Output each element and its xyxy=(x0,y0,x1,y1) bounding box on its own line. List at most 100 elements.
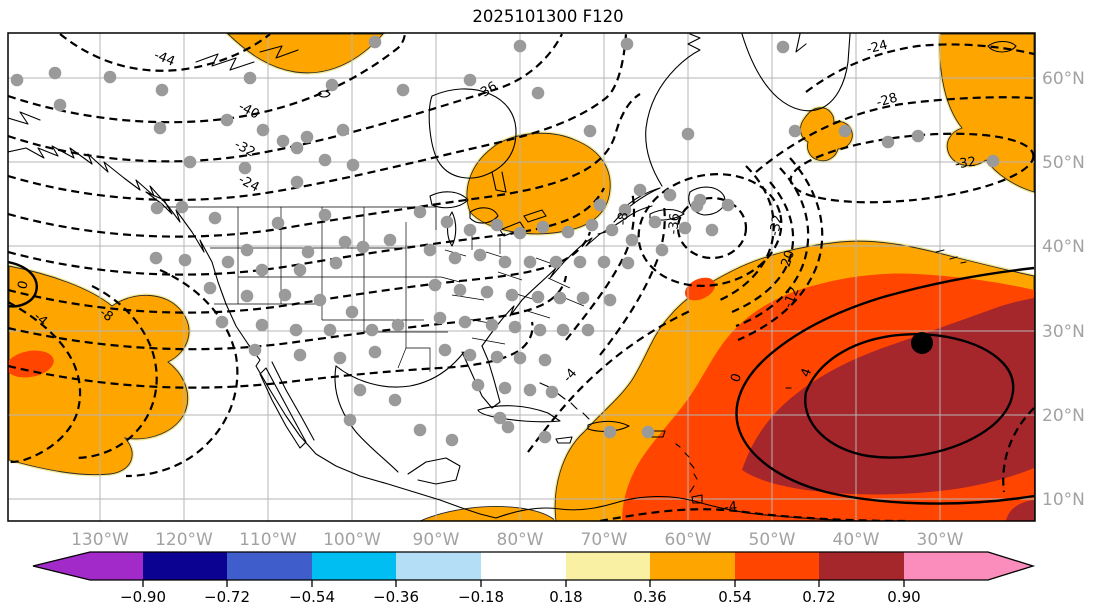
station-dot xyxy=(603,293,617,307)
azores xyxy=(935,249,967,264)
station-dot xyxy=(413,205,427,219)
colorbar-tick-label: 0.36 xyxy=(633,588,666,606)
station-dot xyxy=(556,323,570,337)
station-dot xyxy=(368,345,382,359)
station-dot xyxy=(633,183,647,197)
station-dot xyxy=(545,385,559,399)
lake-superior xyxy=(429,191,469,209)
orange-fill-top-left xyxy=(227,33,384,74)
station-dot xyxy=(581,323,595,337)
station-dot xyxy=(178,253,192,267)
station-dot xyxy=(463,73,477,87)
darkred-fill-corner xyxy=(1006,500,1034,521)
contour-label: -40 xyxy=(236,99,262,122)
station-dot xyxy=(345,305,359,319)
station-dot xyxy=(538,353,552,367)
station-dot xyxy=(620,37,634,51)
station-dot xyxy=(445,433,459,447)
station-dot xyxy=(463,223,477,237)
target-point-marker xyxy=(911,332,933,354)
contour-minus-4-pacific xyxy=(8,301,82,464)
yucatan xyxy=(407,457,461,485)
colorbar-outline xyxy=(32,551,1036,581)
station-dot xyxy=(255,263,269,277)
contour-minus-32-ne xyxy=(789,132,1035,204)
contour-minus-32-low xyxy=(637,173,783,287)
station-dot xyxy=(221,255,235,269)
james-bay xyxy=(491,171,507,193)
x-tick-label: 130°W xyxy=(71,530,129,550)
station-dot xyxy=(618,203,632,217)
colorbar-segment xyxy=(143,552,227,580)
lake-ontario xyxy=(523,209,547,223)
contour-4-atlantic xyxy=(804,333,1015,459)
y-tick-label: 30°N xyxy=(1042,322,1085,342)
y-tick-label: 20°N xyxy=(1042,406,1085,426)
station-dot xyxy=(313,293,327,307)
contour-minus-36-low xyxy=(676,196,748,260)
station-dot xyxy=(655,243,669,257)
station-dot xyxy=(538,430,552,444)
station-dot xyxy=(625,233,639,247)
station-dot xyxy=(290,141,304,155)
colorbar-tick-label: −0.90 xyxy=(120,588,166,606)
station-dot xyxy=(448,251,462,265)
colorbar-tick-label: 0.54 xyxy=(718,588,751,606)
contour-minus-44 xyxy=(59,33,271,72)
gridlines xyxy=(8,33,1035,521)
florida xyxy=(461,345,501,409)
x-tick-label: 100°W xyxy=(323,530,381,550)
station-dot xyxy=(531,290,545,304)
station-dot xyxy=(368,35,382,49)
station-dot xyxy=(605,223,619,237)
station-dot xyxy=(336,123,350,137)
station-dot xyxy=(838,124,852,138)
station-dot xyxy=(256,123,270,137)
greenland xyxy=(741,33,851,112)
arctic-islands-2 xyxy=(259,45,299,59)
x-tick-label: 50°W xyxy=(749,530,796,550)
colorbar-tick-label: −0.72 xyxy=(204,588,250,606)
station-dot xyxy=(678,221,692,235)
station-dot xyxy=(776,40,790,54)
lake-huron xyxy=(469,207,499,224)
station-dot xyxy=(536,220,550,234)
station-dot xyxy=(583,124,597,138)
station-dot xyxy=(597,255,611,269)
baja-california xyxy=(259,367,307,449)
station-dot xyxy=(513,39,527,53)
station-dot xyxy=(648,215,662,229)
station-dot xyxy=(203,281,217,295)
mexico-east-coast xyxy=(334,365,399,473)
figure-title: 2025101300 F120 xyxy=(472,7,623,26)
contour-label: -24 xyxy=(236,172,262,195)
contour-label: -32 xyxy=(232,137,258,160)
contour-0-west xyxy=(8,260,38,308)
station-dot xyxy=(593,198,607,212)
contour-label: -28 xyxy=(875,90,900,110)
station-dot xyxy=(325,78,339,92)
gulf-of-california xyxy=(271,361,315,441)
station-dot xyxy=(561,225,575,239)
station-dot xyxy=(365,323,379,337)
lesser-antilles xyxy=(675,443,698,493)
station-dot xyxy=(243,71,257,85)
station-dot xyxy=(290,175,304,189)
station-dot xyxy=(149,251,163,265)
station-dot xyxy=(278,288,292,302)
station-dot xyxy=(318,208,332,222)
station-dot xyxy=(208,211,222,225)
station-dot xyxy=(473,248,487,262)
hispaniola xyxy=(587,420,630,432)
east-coast xyxy=(481,217,627,347)
station-dot xyxy=(533,323,547,337)
coastlines xyxy=(8,33,1017,521)
station-dot xyxy=(333,351,347,365)
station-dot xyxy=(621,256,635,270)
dashed-contours xyxy=(8,33,1035,521)
y-tick-label: 10°N xyxy=(1042,490,1085,510)
station-dot xyxy=(881,135,895,149)
contour-label: -36 xyxy=(474,79,500,103)
station-dot xyxy=(293,348,307,362)
station-dot xyxy=(396,83,410,97)
